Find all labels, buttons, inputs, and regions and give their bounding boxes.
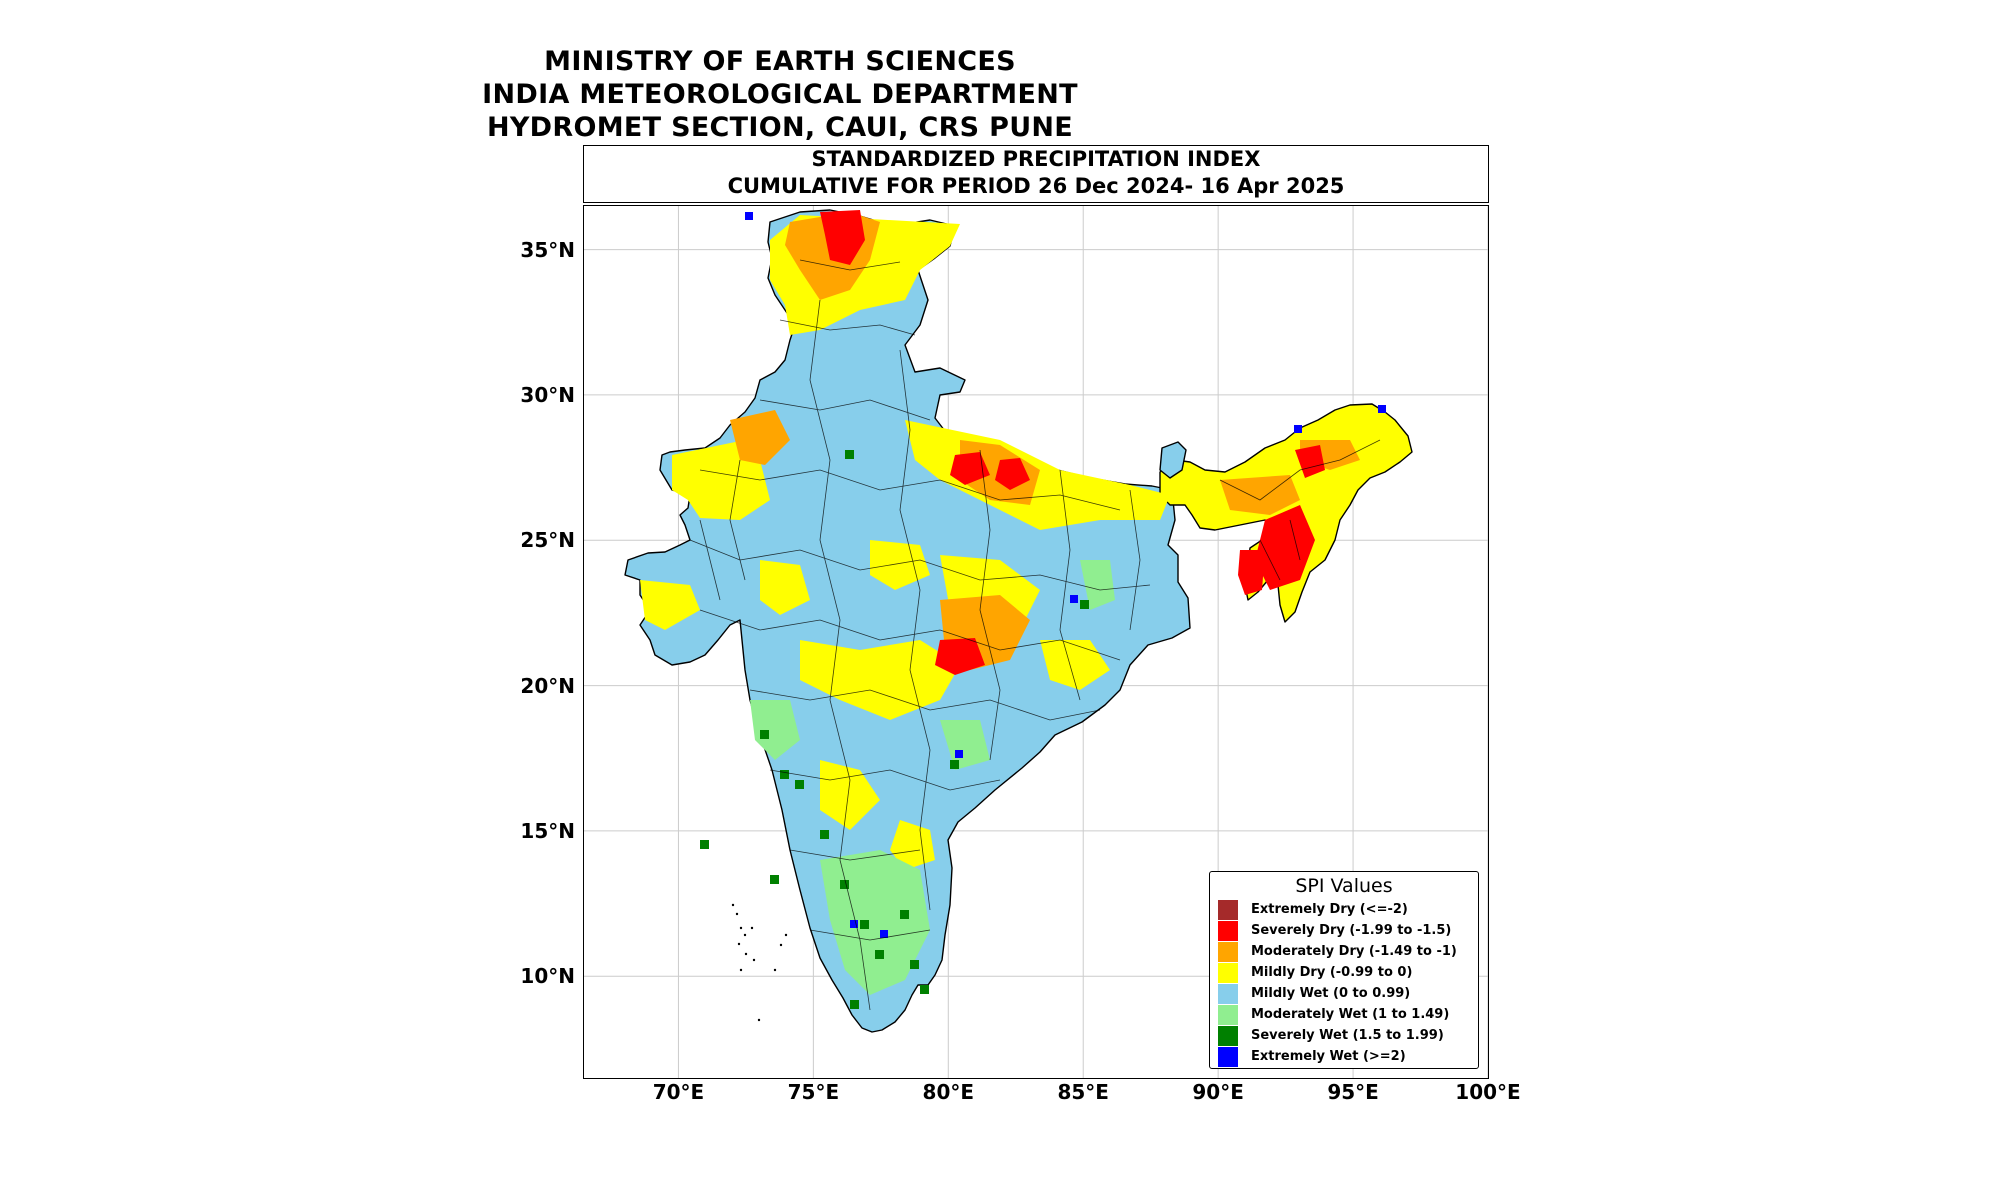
spi-patch [940,720,990,770]
lon-tick-label: 70°E [652,1080,705,1104]
legend-swatch [1218,1004,1238,1025]
legend-label: Extremely Dry (<=-2) [1251,902,1408,917]
spi-patch [780,770,789,779]
legend-swatch [1218,962,1238,983]
spi-patch [860,920,869,929]
spi-patch [880,930,888,938]
spi-patch [1040,640,1110,690]
spi-patch [1080,600,1089,609]
spi-patch [950,452,990,485]
legend-item: Extremely Wet (>=2) [1218,1046,1478,1067]
spi-patch [700,840,709,849]
lat-tick-label: 35°N [520,237,575,262]
spi-patch [1378,405,1386,413]
spi-patches [640,210,1386,1009]
spi-patch [820,830,829,839]
legend-items: Extremely Dry (<=-2) Severely Dry (-1.99 … [1210,899,1478,1067]
spi-patch [820,210,865,265]
legend-box: SPI Values Extremely Dry (<=-2) Severely … [1209,871,1479,1069]
district-boundaries [689,259,1381,1011]
spi-patch [840,880,849,889]
legend-item: Severely Wet (1.5 to 1.99) [1218,1025,1478,1046]
legend-item: Moderately Wet (1 to 1.49) [1218,1004,1478,1025]
sikkim-region [1159,441,1187,479]
legend-label: Moderately Wet (1 to 1.49) [1251,1007,1450,1022]
map-title-line-1: STANDARDIZED PRECIPITATION INDEX [811,147,1261,171]
lat-tick-label: 10°N [520,964,575,989]
spi-patch [850,1000,859,1009]
spi-patch [845,450,854,459]
spi-patch [760,560,810,615]
spi-patch [1070,595,1078,603]
spi-patch [640,580,700,630]
spi-patch [850,920,858,928]
legend-swatch [1218,941,1238,962]
spi-patch [900,910,909,919]
map-axes-frame [583,205,1489,1079]
header-line-2: INDIA METEOROLOGICAL DEPARTMENT [482,79,1078,110]
spi-patch [820,760,880,830]
spi-patch [1294,425,1302,433]
lat-tick-label: 25°N [520,528,575,553]
legend-swatch [1218,983,1238,1004]
lon-tick-label: 90°E [1192,1080,1244,1104]
spi-patch [745,212,753,220]
spi-patch [760,730,769,739]
spi-patch [875,950,884,959]
legend-label: Moderately Dry (-1.49 to -1) [1251,944,1457,959]
legend-label: Mildly Dry (-0.99 to 0) [1251,965,1413,980]
spi-patch [750,700,800,760]
lon-tick-label: 100°E [1455,1080,1521,1104]
legend-label: Severely Dry (-1.99 to -1.5) [1251,923,1452,938]
legend-label: Mildly Wet (0 to 0.99) [1251,986,1411,1001]
lon-tick-label: 95°E [1327,1080,1379,1104]
spi-patch [730,410,790,465]
legend-swatch [1218,1046,1238,1067]
legend-swatch [1218,1025,1238,1046]
spi-patch [935,638,985,675]
header-line-3: HYDROMET SECTION, CAUI, CRS PUNE [486,112,1074,143]
spi-patch [995,458,1030,490]
legend-item: Extremely Dry (<=-2) [1218,899,1478,920]
legend-item: Mildly Dry (-0.99 to 0) [1218,962,1478,983]
lon-tick-label: 80°E [922,1080,975,1104]
spi-patch [1080,560,1115,610]
legend-label: Extremely Wet (>=2) [1251,1049,1406,1064]
spi-patch [910,960,919,969]
spi-patch [955,750,963,758]
legend-item: Severely Dry (-1.99 to -1.5) [1218,920,1478,941]
spi-patch [1255,505,1315,590]
spi-patch [770,875,779,884]
legend-title: SPI Values [1295,875,1393,897]
map-title-line-2: CUMULATIVE FOR PERIOD 26 Dec 2024- 16 Ap… [727,174,1345,198]
spi-patch [800,640,960,720]
header-line-1: MINISTRY OF EARTH SCIENCES [544,46,1016,77]
lon-tick-label: 85°E [1057,1080,1109,1104]
lat-tick-label: 30°N [520,382,575,407]
legend-swatch [1218,899,1238,920]
spi-patch [1238,550,1265,595]
spi-patch [870,540,930,590]
legend-item: Moderately Dry (-1.49 to -1) [1218,941,1478,962]
lon-tick-label: 75°E [787,1080,840,1104]
spi-patch [950,760,959,769]
legend-label: Severely Wet (1.5 to 1.99) [1251,1028,1444,1043]
island-dots [731,903,788,1022]
spi-patch [920,985,929,994]
lat-tick-label: 20°N [520,673,575,698]
legend-item: Mildly Wet (0 to 0.99) [1218,983,1478,1004]
spi-patch [795,780,804,789]
lat-tick-label: 15°N [520,818,575,843]
map-title-box: STANDARDIZED PRECIPITATION INDEX CUMULAT… [583,145,1489,203]
legend-swatch [1218,920,1238,941]
